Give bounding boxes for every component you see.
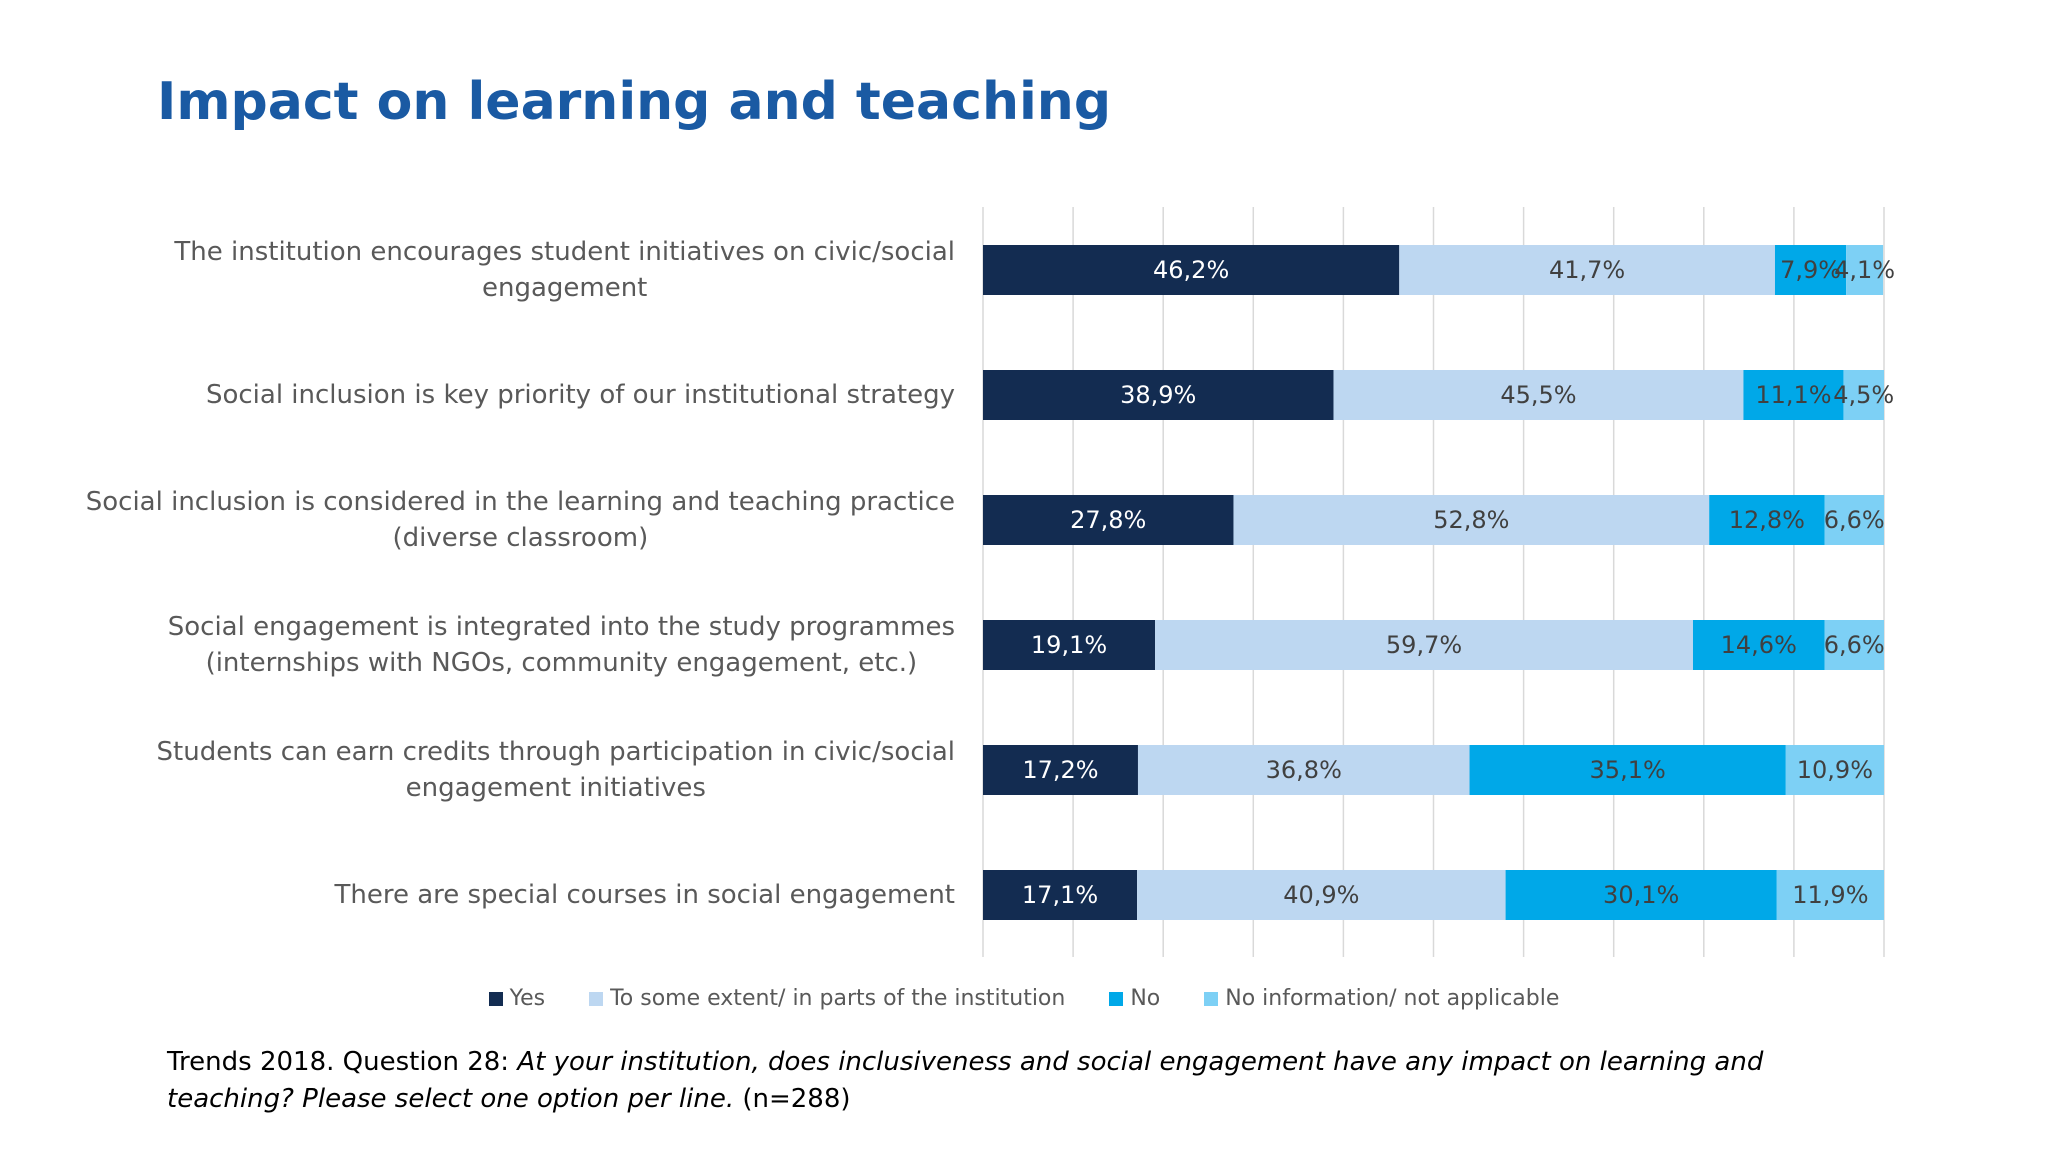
bar-segment [1776, 870, 1884, 920]
category-label: Social inclusion is key priority of our … [206, 380, 955, 410]
bar-segment [1785, 745, 1884, 795]
bar-segment [1709, 495, 1825, 545]
stacked-bar-chart: The institution encourages student initi… [86, 207, 1895, 957]
data-label: 52,8% [1433, 506, 1509, 534]
chart-gridlines [982, 207, 1885, 957]
data-label: 46,2% [1153, 256, 1229, 284]
legend-swatch-no [1109, 991, 1124, 1006]
legend-item-no: No [1109, 986, 1160, 1011]
category-label-line: Social inclusion is considered in the le… [86, 487, 955, 517]
data-label: 11,9% [1792, 881, 1868, 909]
data-label: 41,7% [1549, 256, 1625, 284]
bar-segment [1399, 245, 1775, 295]
data-label: 7,9% [1780, 256, 1841, 284]
category-label: Social inclusion is considered in the le… [86, 487, 955, 553]
category-label-line: engagement initiatives [406, 773, 706, 803]
page-title: Impact on learning and teaching [157, 72, 1112, 132]
bar-segment [983, 745, 1138, 795]
data-label: 59,7% [1386, 631, 1462, 659]
data-label: 36,8% [1266, 756, 1342, 784]
data-label: 17,2% [1022, 756, 1098, 784]
footnote-question: At your institution, does inclusiveness … [167, 1047, 1764, 1114]
chart-legend: Yes To some extent/ in parts of the inst… [0, 986, 2048, 1011]
data-label: 6,6% [1824, 506, 1885, 534]
legend-label-yes: Yes [509, 986, 546, 1011]
bar-segment [983, 370, 1334, 420]
legend-label-no: No [1130, 986, 1161, 1011]
category-label-line: The institution encourages student initi… [173, 237, 955, 267]
legend-item-to-some-extent: To some extent/ in parts of the institut… [589, 986, 1065, 1011]
category-label: The institution encourages student initi… [173, 237, 955, 303]
bar-segment [1505, 870, 1777, 920]
data-label: 38,9% [1120, 381, 1196, 409]
footnote-sample-size: (n=288) [742, 1084, 851, 1114]
category-label-line: (internships with NGOs, community engage… [206, 648, 918, 678]
bar-segment [1155, 620, 1693, 670]
category-label-line: There are special courses in social enga… [333, 880, 955, 910]
category-label: There are special courses in social enga… [333, 880, 955, 910]
bar-segment [1743, 370, 1844, 420]
bar-segment [1692, 620, 1825, 670]
data-label: 11,1% [1755, 381, 1831, 409]
data-label: 30,1% [1603, 881, 1679, 909]
bar-segment [1824, 620, 1884, 670]
data-label: 27,8% [1070, 506, 1146, 534]
category-label: Students can earn credits through partic… [157, 737, 955, 803]
bar-segment [1843, 370, 1884, 420]
bar-segment [1824, 495, 1884, 545]
data-label: 14,6% [1721, 631, 1797, 659]
category-label-line: Social inclusion is key priority of our … [206, 380, 955, 410]
legend-swatch-yes [488, 991, 503, 1006]
data-label: 17,1% [1022, 881, 1098, 909]
footnote: Trends 2018. Question 28: At your instit… [167, 1044, 1887, 1118]
legend-label-to-some-extent: To some extent/ in parts of the institut… [610, 986, 1066, 1011]
bar-segment [1137, 745, 1470, 795]
chart-bars [983, 245, 1884, 920]
footnote-prefix: Trends 2018. Question 28: [167, 1047, 518, 1077]
bar-segment [1846, 245, 1884, 295]
bar-segment [983, 620, 1156, 670]
data-label: 4,1% [1834, 256, 1895, 284]
data-label: 19,1% [1031, 631, 1107, 659]
category-label: Social engagement is integrated into the… [168, 612, 955, 678]
legend-swatch-to-some-extent [589, 991, 604, 1006]
category-labels: The institution encourages student initi… [86, 237, 955, 910]
bar-segment [983, 245, 1400, 295]
category-label-line: Students can earn credits through partic… [157, 737, 955, 767]
data-label: 6,6% [1824, 631, 1885, 659]
bar-segment [1333, 370, 1744, 420]
bar-segment [1137, 870, 1506, 920]
category-label-line: engagement [482, 273, 647, 303]
legend-swatch-no-information [1204, 991, 1219, 1006]
category-label-line: (diverse classroom) [393, 523, 649, 553]
category-label-line: Social engagement is integrated into the… [168, 612, 955, 642]
data-label: 35,1% [1590, 756, 1666, 784]
legend-item-yes: Yes [488, 986, 546, 1011]
bar-segment [983, 495, 1234, 545]
legend-item-no-information: No information/ not applicable [1204, 986, 1559, 1011]
data-label: 40,9% [1283, 881, 1359, 909]
bar-segment [1469, 745, 1786, 795]
data-label: 45,5% [1500, 381, 1576, 409]
bar-segment [1774, 245, 1847, 295]
data-labels: 46,2% 41,7% 7,9%4,1% 38,9% 45,5% 11,1% 4,5% 27,… [1022, 256, 1895, 909]
data-label: 12,8% [1729, 506, 1805, 534]
bar-segment [983, 870, 1138, 920]
data-label: 10,9% [1797, 756, 1873, 784]
data-label: 4,5% [1833, 381, 1894, 409]
bar-segment [1233, 495, 1710, 545]
legend-label-no-information: No information/ not applicable [1225, 986, 1560, 1011]
